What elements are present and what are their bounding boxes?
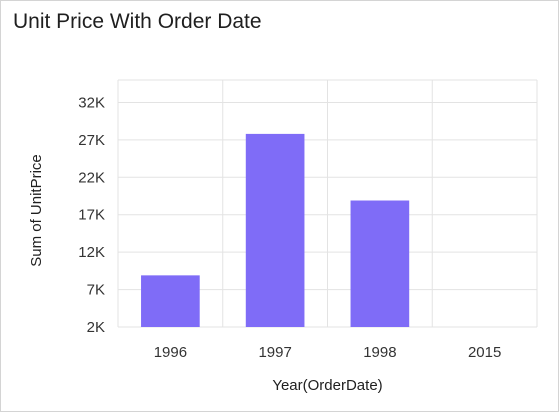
x-tick-label: 2015	[468, 344, 501, 361]
bars	[141, 133, 410, 327]
y-tick-label: 32K	[78, 94, 105, 111]
bar-1996[interactable]	[141, 275, 200, 327]
x-tick-label: 1997	[258, 344, 291, 361]
y-axis-ticks: 2K 7K 12K 17K 22K 27K 32K	[78, 94, 105, 336]
y-tick-label: 2K	[87, 319, 105, 336]
grid-lines	[117, 79, 538, 328]
y-tick-label: 27K	[78, 132, 105, 149]
chart-title: Unit Price With Order Date	[13, 10, 262, 33]
x-axis-label: Year(OrderDate)	[272, 377, 382, 394]
y-tick-label: 12K	[78, 244, 105, 261]
y-tick-label: 17K	[78, 207, 105, 224]
y-tick-label: 7K	[87, 282, 105, 299]
x-axis-ticks: 1996 1997 1998 2015	[154, 344, 502, 361]
x-tick-label: 1998	[363, 344, 396, 361]
bar-1997[interactable]	[245, 133, 305, 327]
bar-1998[interactable]	[350, 200, 410, 327]
y-tick-label: 22K	[78, 169, 105, 186]
x-tick-label: 1996	[154, 344, 187, 361]
y-axis-label: Sum of UnitPrice	[28, 154, 45, 267]
